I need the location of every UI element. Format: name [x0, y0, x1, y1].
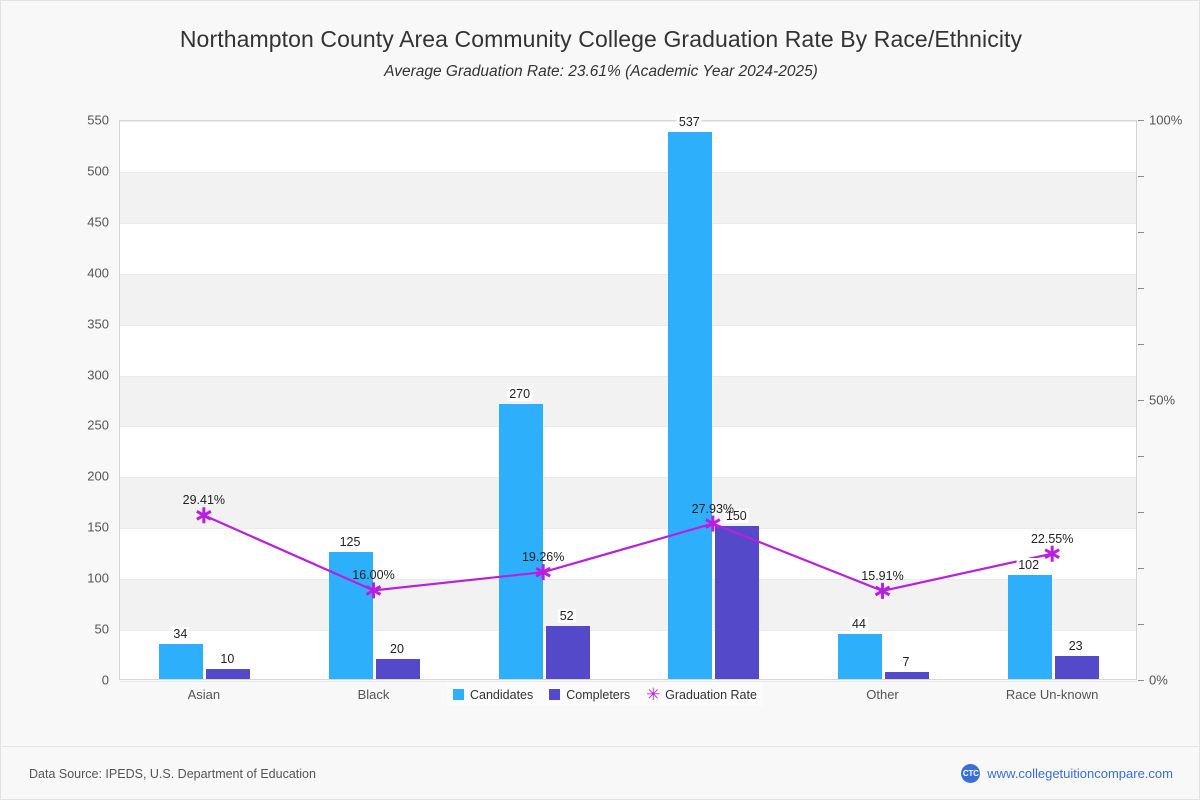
y-axis-left-tick-label: 500	[87, 163, 109, 179]
legend-label-graduation-rate: Graduation Rate	[665, 687, 757, 702]
bar-comp[interactable]	[715, 526, 760, 679]
gridline	[120, 681, 1136, 682]
x-axis-tick-label: Other	[866, 687, 899, 702]
bar-comp[interactable]	[885, 671, 929, 679]
y-axis-right-tick-label: 50%	[1149, 392, 1176, 408]
data-source-text: Data Source: IPEDS, U.S. Department of E…	[29, 767, 316, 781]
y-axis-right-tick	[1138, 176, 1144, 177]
legend-swatch-candidates	[453, 689, 464, 700]
background-band	[120, 273, 1136, 325]
chart-subtitle: Average Graduation Rate: 23.61% (Academi…	[384, 63, 818, 80]
bar-value-label: 44	[850, 617, 868, 632]
bar-value-label: 20	[388, 641, 406, 656]
asterisk-icon: ✳	[646, 685, 661, 704]
y-axis-left-tick-label: 200	[87, 468, 109, 484]
gridline	[120, 579, 1136, 581]
rate-value-label: 29.41%	[182, 493, 226, 508]
gridline	[120, 121, 1136, 122]
y-axis-left-tick-label: 50	[94, 621, 109, 637]
x-axis-tick-label: Asian	[187, 687, 221, 702]
y-axis-left-tick-label: 450	[87, 214, 109, 230]
gridline	[120, 477, 1136, 479]
background-band	[120, 579, 1136, 631]
plot-area	[119, 120, 1137, 682]
gridline	[120, 273, 1136, 275]
bar-value-label: 150	[723, 509, 749, 524]
gridline	[120, 426, 1136, 428]
y-axis-right-tick	[1138, 400, 1144, 401]
y-axis-right-tick	[1138, 288, 1144, 289]
background-band	[120, 375, 1136, 427]
bar-value-label: 125	[337, 534, 363, 549]
x-axis-tick-label: Race Un-known	[1005, 687, 1099, 702]
y-axis-right-tick	[1138, 568, 1144, 569]
bar-value-label: 7	[900, 654, 912, 669]
bar-value-label: 10	[218, 651, 237, 666]
site-link[interactable]: CTC www.collegetuitioncompare.com	[961, 764, 1173, 783]
gridline	[120, 630, 1136, 632]
bar-cand[interactable]	[159, 644, 204, 679]
legend-label-candidates: Candidates	[470, 687, 534, 702]
y-axis-left-tick-label: 350	[87, 316, 109, 332]
y-axis-right-tick	[1138, 456, 1144, 457]
y-axis-left-tick-label: 550	[87, 112, 109, 128]
legend-label-completers: Completers	[566, 687, 631, 702]
bar-cand[interactable]	[668, 132, 713, 679]
rate-value-label: 19.26%	[521, 550, 565, 565]
bar-cand[interactable]	[498, 404, 543, 679]
bar-value-label: 537	[676, 115, 702, 130]
bar-comp[interactable]	[1054, 655, 1099, 679]
rate-value-label: 15.91%	[861, 568, 904, 583]
legend-item-completers[interactable]: Completers	[549, 688, 630, 702]
gridline	[120, 222, 1136, 224]
bar-value-label: 23	[1066, 638, 1085, 653]
legend-swatch-completers	[549, 689, 561, 700]
rate-value-label: 27.93%	[691, 501, 735, 516]
chart-legend: Candidates Completers ✳ Graduation Rate	[447, 683, 763, 706]
rate-value-label: 16.00%	[352, 568, 395, 583]
bar-comp[interactable]	[545, 626, 590, 679]
gridline	[120, 528, 1136, 530]
bar-value-label: 34	[171, 627, 190, 642]
y-axis-left-tick-label: 0	[101, 672, 109, 688]
y-axis-right-tick-label: 100%	[1149, 112, 1183, 128]
y-axis-left-tick-label: 300	[87, 367, 109, 383]
legend-item-graduation-rate[interactable]: ✳ Graduation Rate	[646, 685, 757, 704]
x-axis-tick-label: Black	[357, 687, 390, 702]
gridline	[120, 375, 1136, 377]
gridline	[120, 324, 1136, 326]
y-axis-right-tick	[1138, 624, 1144, 625]
bar-comp[interactable]	[206, 668, 251, 679]
legend-item-candidates[interactable]: Candidates	[453, 688, 533, 702]
bar-value-label: 270	[507, 387, 533, 402]
gridline	[120, 171, 1136, 173]
y-axis-right-tick-label: 0%	[1149, 672, 1168, 688]
y-axis-right-tick	[1138, 120, 1144, 121]
y-axis-left-tick-label: 250	[87, 417, 109, 433]
bar-cand[interactable]	[1007, 575, 1052, 679]
background-band	[120, 477, 1136, 529]
y-axis-right-tick	[1138, 680, 1144, 681]
page-title: Northampton County Area Community Colleg…	[179, 26, 1023, 52]
bar-cand[interactable]	[838, 634, 882, 679]
bar-comp[interactable]	[376, 658, 420, 679]
y-axis-left-tick-label: 150	[87, 519, 109, 535]
ctc-logo-icon: CTC	[961, 764, 981, 783]
bar-value-label: 102	[1016, 558, 1042, 573]
y-axis-right-tick	[1138, 512, 1144, 513]
y-axis-right-tick	[1138, 344, 1144, 345]
bar-value-label: 52	[557, 609, 576, 624]
y-axis-left-tick-label: 100	[87, 570, 109, 586]
site-url-text: www.collegetuitioncompare.com	[987, 766, 1173, 781]
y-axis-left-tick-label: 400	[87, 265, 109, 281]
y-axis-right-tick	[1138, 232, 1144, 233]
rate-value-label: 22.55%	[1030, 531, 1074, 546]
footer-divider	[2, 746, 1200, 747]
background-band	[120, 171, 1136, 223]
